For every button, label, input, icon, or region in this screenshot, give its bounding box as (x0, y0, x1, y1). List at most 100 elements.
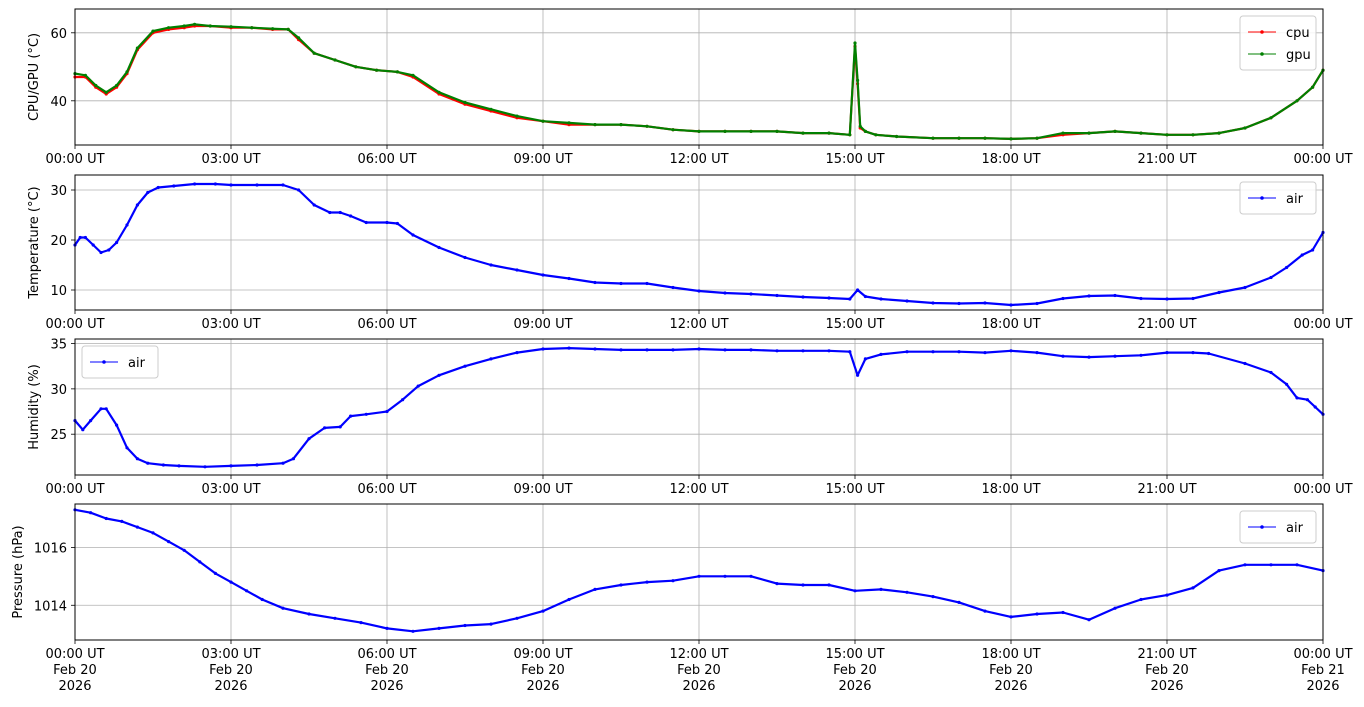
data-point-air (167, 540, 171, 544)
data-point-gpu (250, 26, 254, 30)
data-point-air (879, 352, 883, 356)
data-point-air (1191, 351, 1195, 355)
data-point-air (1243, 285, 1247, 290)
y-axis-label: CPU/GPU (°C) (27, 33, 42, 121)
legend-label-air: air (1286, 192, 1304, 207)
data-point-air (567, 346, 571, 350)
data-point-air (489, 263, 493, 267)
data-point-air (645, 281, 649, 286)
data-point-air (437, 373, 441, 377)
data-point-air (1165, 351, 1169, 355)
x-tick-label-line: 2026 (1306, 679, 1339, 694)
data-point-gpu (858, 124, 862, 128)
legend-label-air: air (1286, 521, 1304, 536)
x-tick-label-line: 2026 (994, 679, 1027, 694)
x-tick-label-line: 00:00 UT (1293, 647, 1352, 662)
data-point-air (671, 348, 675, 352)
data-point-air (567, 597, 571, 602)
data-point-air (863, 357, 868, 361)
x-tick-label: 21:00 UT (1137, 317, 1196, 332)
x-tick-label: 12:00 UT (669, 317, 728, 332)
x-tick-label-line: 09:00 UT (513, 482, 572, 497)
data-point-air (1035, 301, 1039, 306)
data-point-air (385, 409, 389, 414)
x-tick-label: 21:00 UT Feb 20 2026 (1137, 647, 1196, 694)
x-tick-label-line: Feb 20 (521, 663, 565, 678)
x-tick-label-line: 2026 (526, 679, 559, 694)
x-tick-label-line: 21:00 UT (1137, 152, 1196, 167)
legend-box (1239, 15, 1317, 71)
data-point-gpu (671, 128, 675, 132)
x-tick-label: 00:00 UT Feb 20 2026 (45, 647, 104, 694)
data-point-air (411, 629, 415, 633)
data-point-air (931, 301, 935, 305)
data-point-air (401, 398, 405, 402)
x-tick-label-line: 00:00 UT (45, 317, 104, 332)
data-point-air (312, 203, 316, 207)
data-point-gpu (593, 123, 597, 127)
data-point-air (1139, 296, 1143, 301)
data-point-air (671, 579, 675, 583)
data-point-air (255, 183, 259, 187)
data-point-air (172, 184, 176, 188)
x-tick-label: 12:00 UT (669, 482, 728, 497)
x-tick-label-line: 18:00 UT (981, 647, 1040, 662)
data-point-air (1035, 351, 1039, 355)
data-point-air (338, 425, 342, 429)
x-tick-label: 00:00 UT (45, 152, 104, 167)
data-point-air (515, 351, 519, 355)
legend-marker-air (1260, 525, 1264, 529)
data-point-air (146, 190, 150, 195)
data-point-air (1295, 396, 1299, 400)
data-point-gpu (104, 90, 108, 94)
y-axis-label: Humidity (%) (27, 364, 42, 450)
data-point-air (81, 428, 85, 432)
data-point-air (1311, 248, 1315, 252)
data-point-air (1285, 382, 1289, 386)
data-point-air (723, 348, 727, 352)
data-point-air (983, 301, 987, 305)
data-point-air (645, 580, 649, 584)
data-point-gpu (856, 78, 860, 82)
data-point-air (83, 235, 87, 240)
data-point-air (104, 516, 108, 521)
data-point-gpu (1035, 136, 1039, 140)
data-point-air (1113, 293, 1117, 298)
legend-label-air: air (128, 356, 146, 371)
axes-frame (74, 338, 1324, 476)
data-point-gpu (354, 65, 358, 69)
data-point-gpu (863, 129, 868, 133)
data-point-air (1009, 303, 1013, 307)
x-tick-label: 00:00 UT (1293, 317, 1352, 332)
data-point-air (827, 583, 831, 587)
data-point-air (515, 616, 519, 620)
data-point-air (697, 574, 701, 578)
y-tick-label: 10 (50, 284, 67, 299)
data-point-air (853, 589, 857, 593)
x-tick-label-line: 06:00 UT (357, 317, 416, 332)
data-point-air (349, 214, 353, 218)
data-point-air (541, 347, 545, 351)
data-point-air (879, 297, 883, 301)
data-point-air (307, 437, 311, 441)
data-point-air (1295, 563, 1299, 567)
data-point-air (749, 348, 753, 352)
x-tick-label-line: 06:00 UT (357, 647, 416, 662)
data-point-air (645, 348, 649, 352)
x-tick-label: 00:00 UT (45, 317, 104, 332)
data-point-air (151, 531, 155, 535)
data-point-gpu (286, 27, 290, 31)
x-tick-label-line: 00:00 UT (45, 152, 104, 167)
data-point-air (957, 600, 961, 605)
data-point-gpu (983, 136, 987, 140)
data-point-gpu (749, 129, 753, 133)
data-point-gpu (1243, 126, 1247, 130)
x-tick-label: 03:00 UT (201, 482, 260, 497)
x-tick-label: 09:00 UT (513, 317, 572, 332)
y-tick-label: 1016 (34, 541, 67, 556)
data-point-air (135, 525, 139, 529)
data-point-gpu (853, 41, 857, 45)
data-point-air (1009, 349, 1013, 353)
data-point-air (177, 464, 181, 468)
